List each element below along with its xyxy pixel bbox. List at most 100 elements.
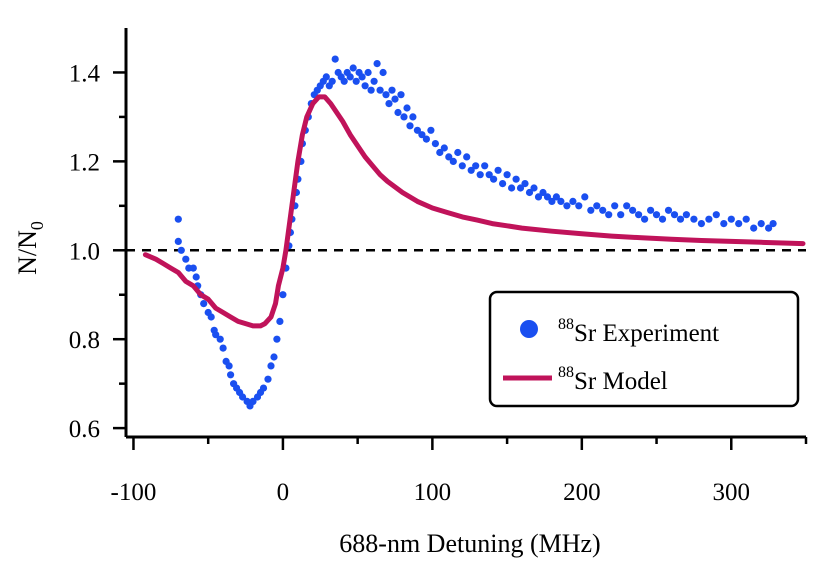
- data-point: [364, 68, 372, 77]
- data-point: [525, 188, 534, 197]
- data-point: [623, 202, 631, 210]
- data-point: [352, 77, 360, 85]
- data-point: [664, 206, 673, 214]
- data-point: [548, 197, 556, 205]
- y-axis-title-main: N/N: [13, 230, 42, 275]
- data-point: [485, 171, 493, 179]
- data-point: [629, 206, 637, 214]
- data-point: [373, 60, 381, 68]
- data-point: [216, 335, 224, 343]
- data-point: [279, 291, 287, 299]
- data-point: [676, 215, 685, 223]
- data-point: [427, 126, 435, 134]
- data-point: [705, 215, 713, 223]
- x-axis-title: 688-nm Detuning (MHz): [339, 529, 600, 558]
- data-point: [212, 331, 220, 339]
- data-point: [273, 335, 281, 343]
- data-point: [174, 237, 182, 245]
- data-point: [239, 393, 247, 401]
- legend: 88Sr Experiment 88Sr Model: [488, 290, 800, 408]
- data-point: [563, 202, 571, 210]
- legend-label-model-sup: 88: [558, 364, 574, 381]
- data-point: [174, 215, 182, 223]
- data-point: [735, 220, 743, 228]
- data-point: [490, 175, 498, 183]
- data-point: [658, 215, 667, 223]
- data-point: [652, 211, 661, 219]
- data-point: [418, 131, 426, 139]
- data-point: [409, 113, 417, 121]
- data-point: [472, 162, 480, 170]
- data-point: [267, 362, 275, 370]
- model-line: [142, 94, 806, 329]
- x-tick-label: 0: [277, 479, 290, 506]
- data-point: [641, 215, 649, 223]
- data-point: [388, 86, 396, 94]
- data-point: [259, 384, 268, 392]
- legend-label-model: 88Sr Model: [558, 364, 668, 395]
- data-point: [207, 313, 215, 321]
- data-point: [391, 95, 399, 103]
- data-point: [481, 162, 489, 170]
- data-point: [552, 193, 561, 201]
- legend-marker-experiment: [520, 320, 538, 338]
- data-point: [508, 184, 516, 192]
- data-point: [476, 171, 484, 179]
- data-point: [635, 211, 643, 219]
- data-point: [449, 157, 457, 165]
- data-point: [581, 193, 589, 201]
- data-point: [445, 153, 453, 161]
- data-point: [769, 220, 777, 228]
- data-point: [617, 211, 625, 219]
- data-point: [361, 82, 369, 90]
- data-point: [370, 77, 378, 85]
- data-point: [413, 126, 421, 134]
- data-point: [382, 91, 390, 99]
- data-point: [539, 188, 547, 197]
- data-point: [249, 397, 257, 405]
- data-point: [379, 68, 387, 77]
- data-point: [385, 100, 393, 108]
- data-point: [394, 108, 402, 117]
- data-point: [765, 224, 773, 232]
- data-point: [192, 273, 200, 281]
- x-tick-label: 100: [414, 479, 452, 506]
- data-point: [720, 220, 728, 228]
- data-point: [219, 344, 227, 352]
- y-tick-label: 1.4: [69, 60, 101, 87]
- data-point: [331, 55, 339, 63]
- data-point: [270, 353, 278, 361]
- data-point: [670, 211, 679, 219]
- data-point: [225, 362, 233, 370]
- legend-label-experiment-sup: 88: [558, 316, 574, 333]
- data-point: [521, 180, 529, 188]
- data-point: [593, 202, 601, 210]
- data-point: [264, 375, 272, 383]
- data-point: [349, 64, 357, 72]
- data-point: [712, 211, 720, 219]
- data-point: [458, 162, 466, 170]
- data-point: [397, 91, 405, 99]
- x-tick-label: 200: [563, 479, 601, 506]
- data-point: [406, 122, 414, 130]
- tick-labels: -100 0 100 200 300 0.6 0.8 1.0 1.2 1.4: [69, 60, 750, 506]
- data-point: [200, 300, 208, 308]
- y-tick-label: 0.8: [69, 327, 100, 354]
- data-point: [647, 206, 655, 214]
- data-point: [431, 140, 439, 148]
- data-point: [358, 73, 366, 81]
- axis-ticks: [113, 71, 808, 450]
- data-point: [569, 197, 577, 205]
- data-point: [340, 77, 348, 85]
- x-tick-label: -100: [111, 479, 157, 506]
- legend-box: [488, 290, 800, 408]
- data-point: [177, 246, 185, 254]
- data-point: [534, 193, 543, 201]
- data-point: [599, 206, 607, 214]
- data-point: [494, 166, 502, 174]
- data-point: [750, 224, 758, 232]
- data-point: [182, 255, 190, 263]
- data-point: [403, 104, 411, 112]
- data-point: [690, 215, 698, 223]
- legend-label-experiment-text: Sr Experiment: [574, 320, 719, 347]
